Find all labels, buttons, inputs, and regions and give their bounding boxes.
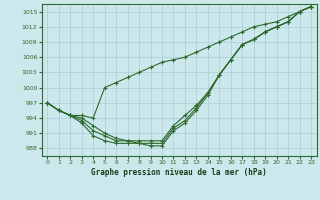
X-axis label: Graphe pression niveau de la mer (hPa): Graphe pression niveau de la mer (hPa) [91,168,267,177]
